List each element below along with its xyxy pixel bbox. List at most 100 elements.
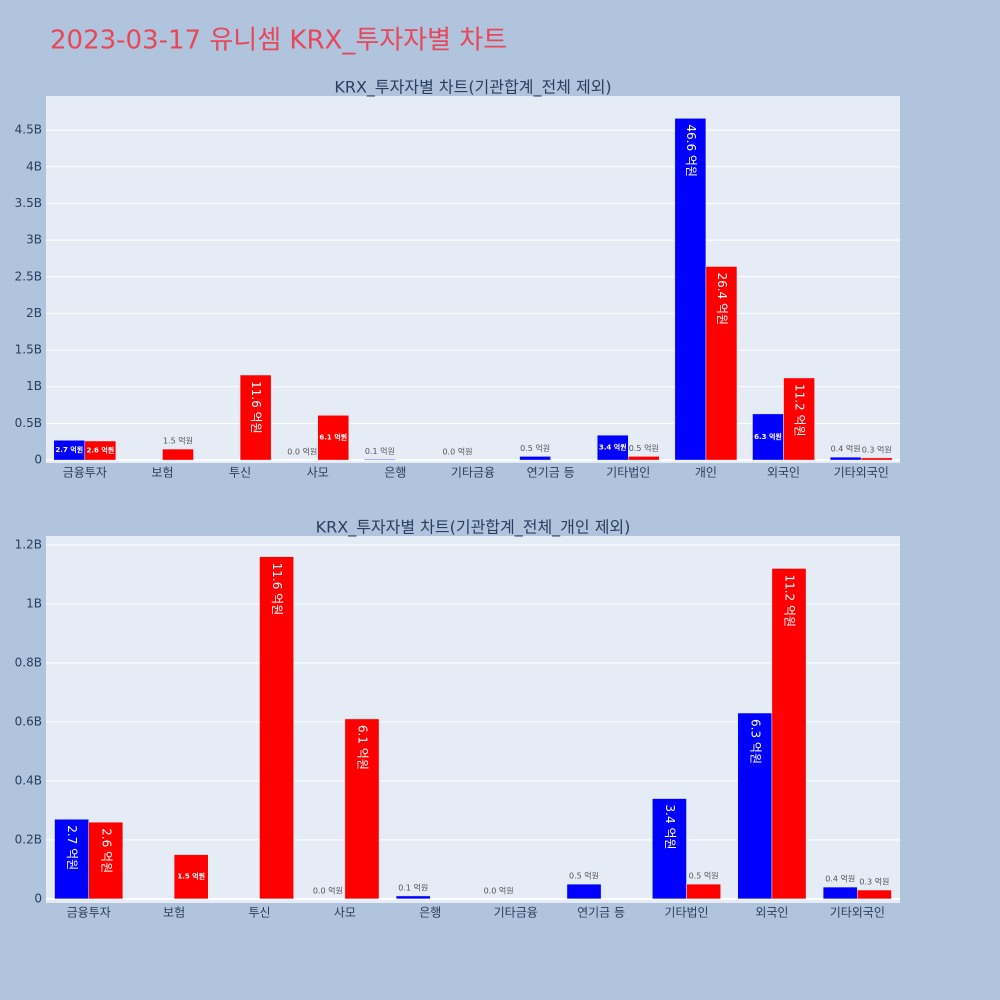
y-tick-label: 2.5B [15,269,42,283]
x-tick-label: 기타외국인 [834,466,889,480]
y-tick-label: 2B [26,306,42,320]
chart-title: KRX_투자자별 차트(기관합계_전체_개인 제외) [316,518,631,538]
data-label: 11.2 억원 [782,574,796,627]
bar [239,374,272,461]
x-tick-label: 기타금융 [494,906,538,920]
bar [344,718,380,900]
bar [566,883,602,900]
bar [162,448,194,461]
y-tick-label: 4B [26,159,42,173]
x-tick-label: 기타외국인 [830,906,885,920]
bar [596,434,629,461]
data-label: 46.6 억원 [684,124,698,177]
y-tick-label: 1.2B [15,537,42,551]
x-tick-label: 투신 [229,466,251,480]
x-tick-label: 개인 [695,466,717,480]
x-tick-label: 기타법인 [606,466,650,480]
data-label: 11.6 억원 [270,563,284,616]
y-tick-label: 1B [26,596,42,610]
data-label: 2.6 억원 [99,828,113,873]
bar [259,556,294,900]
data-label: 2.7 억원 [55,445,83,454]
x-tick-label: 은행 [384,465,406,480]
data-label: 0.3 억원 [859,877,889,887]
data-label: 0.3 억원 [862,444,892,454]
x-tick-label: 연기금 등 [577,906,625,920]
data-label: 0.0 억원 [287,447,317,457]
x-tick-label: 연기금 등 [527,466,575,480]
x-tick-label: 금융투자 [63,466,107,480]
y-tick-label: 1.5B [15,343,42,357]
data-label: 6.3 억원 [748,719,762,764]
y-tick-label: 3B [26,233,42,247]
x-tick-label: 외국인 [755,906,788,920]
bar [395,895,431,900]
data-label: 26.4 억원 [715,272,729,325]
bar [752,413,784,461]
y-tick-label: 3.5B [15,196,42,210]
y-tick-label: 0 [34,891,42,905]
bar [88,821,124,900]
data-label: 0.0 억원 [313,885,343,895]
data-label: 11.6 억원 [249,381,263,434]
bar [783,377,815,461]
data-label: 6.1 억원 [319,433,347,442]
data-label: 0.5 억원 [689,871,719,881]
bar [705,266,738,461]
x-tick-label: 사모 [334,906,356,920]
data-label: 0.1 억원 [365,446,395,456]
bar [857,889,892,900]
data-label: 0.4 억원 [825,874,855,884]
x-tick-label: 외국인 [767,466,800,480]
bar [364,459,396,461]
chart-title: KRX_투자자별 차트(기관합계_전체 제외) [334,78,611,98]
data-label: 0.1 억원 [398,882,428,892]
y-tick-label: 4.5B [15,123,42,137]
data-label: 6.1 억원 [355,725,369,770]
bar [829,456,862,461]
bar [674,118,707,461]
bar [84,440,117,461]
plot-area [46,96,900,463]
bar [317,415,350,461]
data-label: 0.5 억원 [569,871,599,881]
bar [822,886,858,900]
x-tick-label: 은행 [419,905,441,920]
data-label: 0.5 억원 [629,443,659,453]
y-tick-label: 0.6B [15,714,42,728]
data-label: 0.5 억원 [520,443,550,453]
bar [737,712,773,900]
data-label: 0.0 억원 [484,885,514,895]
bar [686,883,721,900]
x-tick-label: 기타법인 [664,906,708,920]
bar [54,818,89,900]
y-tick-label: 0.4B [15,773,42,787]
data-label: 3.4 억원 [599,443,627,452]
bar [652,798,687,900]
x-tick-label: 사모 [307,466,329,480]
y-tick-label: 0 [34,453,42,467]
bar [519,456,551,461]
x-tick-label: 금융투자 [67,906,111,920]
y-tick-label: 0.8B [15,655,42,669]
y-tick-label: 0.5B [15,416,42,430]
y-tick-label: 1B [26,379,42,393]
data-label: 1.5 억원 [163,436,193,446]
bar [860,457,893,461]
bar [628,456,660,461]
page-title: 2023-03-17 유니셈 KRX_투자자별 차트 [50,26,507,56]
data-label: 2.6 억원 [86,446,114,455]
data-label: 2.7 억원 [65,825,79,870]
data-label: 11.2 억원 [793,384,807,437]
x-tick-label: 기타금융 [451,466,495,480]
y-tick-label: 0.2B [15,832,42,846]
x-tick-label: 보험 [151,466,173,480]
x-tick-label: 투신 [248,906,270,920]
bar [771,568,807,900]
x-tick-label: 보험 [163,906,185,920]
data-label: 1.5 억원 [177,872,205,881]
data-label: 0.0 억원 [442,447,472,457]
bar [173,854,209,900]
data-label: 6.3 억원 [754,432,782,441]
